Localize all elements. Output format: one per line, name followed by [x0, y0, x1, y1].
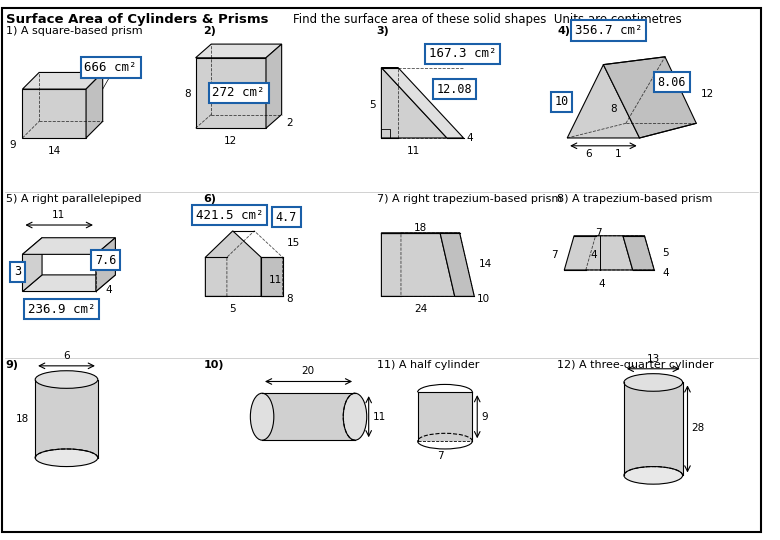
- Text: 666 cm²: 666 cm²: [84, 61, 136, 74]
- Text: 14: 14: [48, 146, 62, 156]
- Text: 7: 7: [595, 228, 602, 238]
- Polygon shape: [604, 57, 697, 138]
- Polygon shape: [266, 44, 282, 128]
- Polygon shape: [23, 238, 42, 292]
- Polygon shape: [381, 68, 463, 138]
- Text: 14: 14: [479, 259, 492, 269]
- Text: 7) A right trapezium-based prism: 7) A right trapezium-based prism: [377, 194, 562, 204]
- Text: 7.6: 7.6: [95, 254, 116, 267]
- Text: 8) A trapezium-based prism: 8) A trapezium-based prism: [558, 194, 713, 204]
- Text: 7: 7: [437, 451, 443, 461]
- Text: 18: 18: [414, 223, 427, 233]
- Text: 5: 5: [662, 248, 668, 258]
- Text: 272 cm²: 272 cm²: [212, 86, 265, 99]
- Text: 421.5 cm²: 421.5 cm²: [196, 209, 264, 222]
- Ellipse shape: [35, 449, 98, 467]
- Text: 236.9 cm²: 236.9 cm²: [28, 302, 95, 315]
- Ellipse shape: [624, 374, 682, 391]
- Text: 2): 2): [204, 26, 216, 37]
- Polygon shape: [205, 231, 261, 296]
- Polygon shape: [440, 233, 474, 296]
- Text: 356.7 cm²: 356.7 cm²: [575, 24, 642, 37]
- Text: 12.08: 12.08: [437, 83, 473, 96]
- Text: 6: 6: [586, 148, 592, 159]
- Text: 7: 7: [9, 267, 16, 277]
- Text: 11: 11: [407, 146, 420, 156]
- Polygon shape: [623, 236, 654, 270]
- Polygon shape: [196, 44, 282, 58]
- Text: 6: 6: [63, 351, 70, 361]
- Text: 1) A square-based prism: 1) A square-based prism: [6, 26, 143, 37]
- Text: 4: 4: [662, 268, 668, 278]
- Polygon shape: [381, 233, 455, 296]
- Text: 9: 9: [9, 140, 16, 150]
- Text: 10): 10): [204, 360, 224, 370]
- Text: 5) A right parallelepiped: 5) A right parallelepiped: [6, 194, 141, 204]
- Text: 11: 11: [269, 275, 282, 285]
- Polygon shape: [196, 58, 266, 128]
- Text: 167.3 cm²: 167.3 cm²: [429, 48, 496, 60]
- Text: 10: 10: [477, 294, 491, 305]
- Polygon shape: [262, 393, 355, 440]
- Text: Find the surface area of these solid shapes  Units are centimetres: Find the surface area of these solid sha…: [293, 13, 682, 26]
- Text: 10: 10: [555, 95, 569, 109]
- Text: 4: 4: [466, 133, 473, 143]
- Text: 9: 9: [481, 411, 488, 422]
- Ellipse shape: [624, 467, 682, 484]
- Ellipse shape: [250, 393, 274, 440]
- Polygon shape: [23, 89, 86, 138]
- Ellipse shape: [35, 371, 98, 388]
- Polygon shape: [564, 236, 633, 270]
- Text: 11) A half cylinder: 11) A half cylinder: [377, 360, 479, 370]
- Text: 20: 20: [302, 366, 314, 376]
- Polygon shape: [624, 382, 682, 475]
- Text: 24: 24: [414, 304, 427, 314]
- Text: 8: 8: [610, 104, 616, 113]
- Text: 11: 11: [373, 411, 386, 422]
- Polygon shape: [261, 257, 282, 296]
- Polygon shape: [567, 65, 640, 138]
- Text: 28: 28: [691, 423, 704, 434]
- Text: 8: 8: [58, 299, 65, 309]
- Text: 12) A three-quarter cylinder: 12) A three-quarter cylinder: [558, 360, 714, 370]
- Text: 4: 4: [105, 285, 112, 294]
- Text: 7: 7: [551, 251, 558, 260]
- Text: 5: 5: [229, 304, 236, 314]
- Text: 3): 3): [377, 26, 389, 37]
- Text: 4: 4: [590, 251, 597, 260]
- Text: 4): 4): [558, 26, 570, 37]
- Text: 11: 11: [52, 210, 66, 220]
- Polygon shape: [417, 392, 473, 441]
- Text: 4.7: 4.7: [276, 211, 297, 224]
- Polygon shape: [23, 275, 115, 292]
- Text: 12: 12: [701, 89, 714, 99]
- Text: 12: 12: [224, 136, 237, 146]
- Text: 6): 6): [204, 194, 216, 204]
- Polygon shape: [381, 68, 447, 138]
- Polygon shape: [35, 380, 98, 458]
- Text: 1: 1: [615, 148, 622, 159]
- Polygon shape: [86, 72, 103, 138]
- Text: 8.06: 8.06: [658, 76, 686, 89]
- Text: 8: 8: [184, 89, 190, 99]
- Polygon shape: [23, 72, 103, 89]
- Text: 4: 4: [598, 279, 605, 289]
- Polygon shape: [96, 238, 115, 292]
- Text: Surface Area of Cylinders & Prisms: Surface Area of Cylinders & Prisms: [6, 13, 268, 26]
- Text: 8: 8: [286, 294, 293, 305]
- FancyBboxPatch shape: [2, 8, 760, 532]
- Polygon shape: [23, 238, 115, 254]
- Text: 18: 18: [16, 414, 30, 424]
- Text: 13: 13: [647, 354, 660, 364]
- Text: 3: 3: [14, 266, 21, 279]
- Text: 9): 9): [6, 360, 19, 370]
- Text: 15: 15: [286, 238, 300, 248]
- Text: 2: 2: [286, 118, 293, 129]
- Text: 5: 5: [369, 100, 375, 110]
- Ellipse shape: [343, 393, 367, 440]
